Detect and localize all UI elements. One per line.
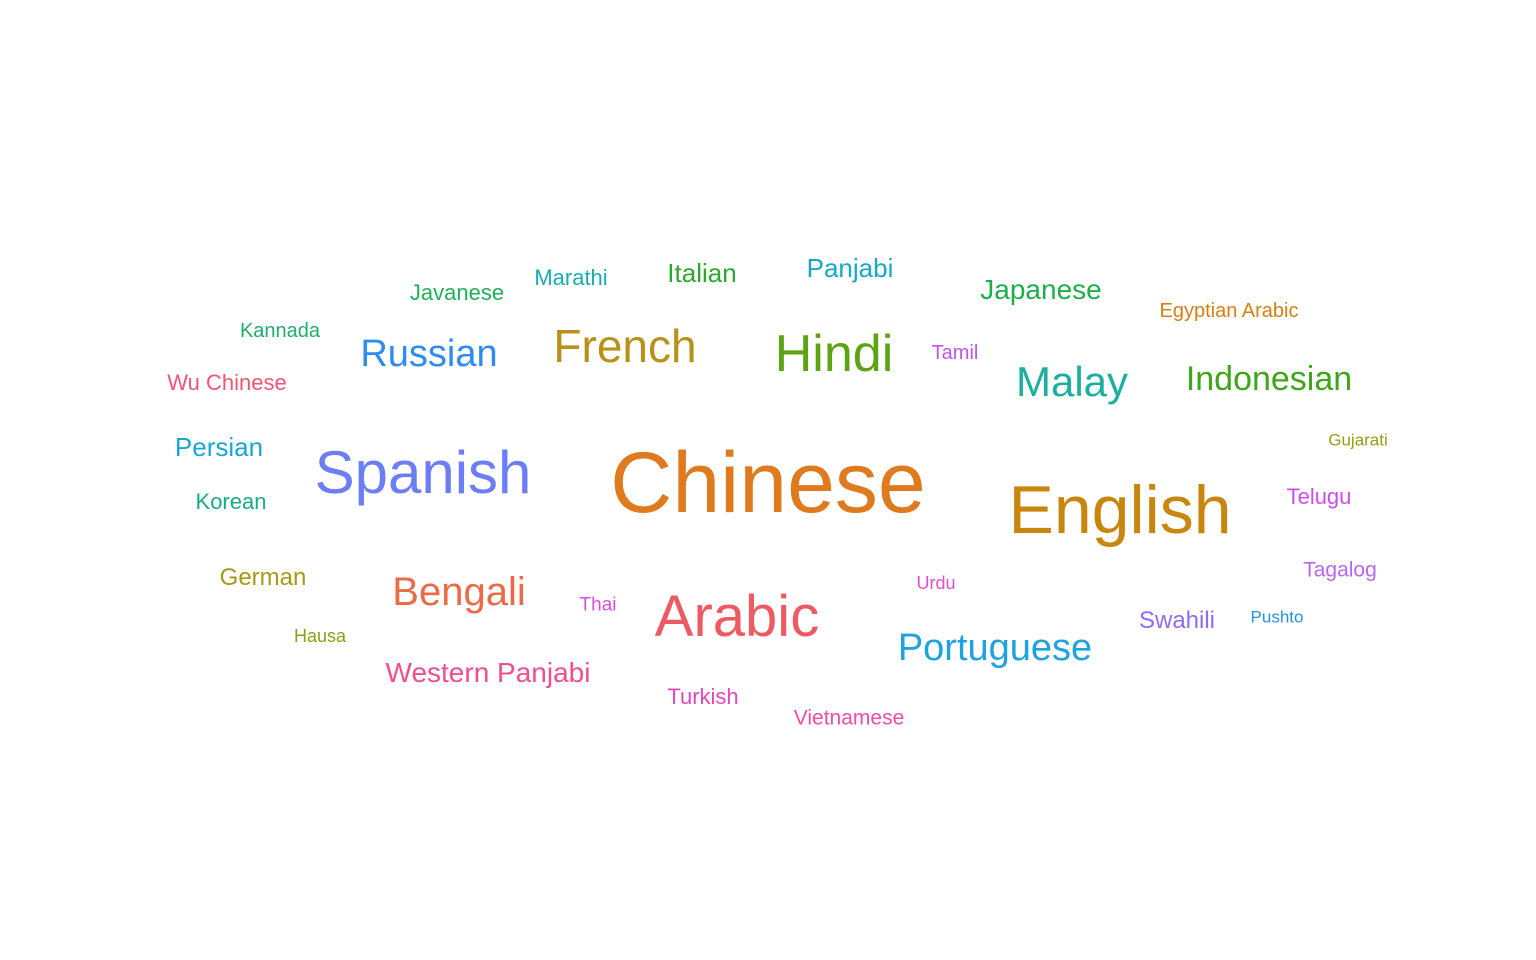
word-korean: Korean — [195, 489, 267, 514]
word-kannada: Kannada — [239, 320, 321, 342]
word-western-panjabi: Western Panjabi — [385, 657, 591, 688]
word-persian: Persian — [174, 432, 264, 462]
word-chinese: Chinese — [610, 435, 926, 531]
word-bengali: Bengali — [392, 570, 526, 614]
word-indonesian: Indonesian — [1185, 360, 1353, 398]
word-marathi: Marathi — [534, 265, 608, 290]
word-hausa: Hausa — [293, 626, 347, 646]
word-hindi: Hindi — [774, 325, 894, 383]
word-panjabi: Panjabi — [806, 253, 894, 283]
word-telugu: Telugu — [1286, 484, 1352, 509]
word-pushto: Pushto — [1250, 607, 1304, 627]
word-german: German — [219, 564, 307, 591]
word-thai: Thai — [579, 594, 617, 616]
word-vietnamese: Vietnamese — [793, 706, 905, 730]
word-spanish: Spanish — [314, 439, 532, 506]
word-arabic: Arabic — [654, 584, 820, 649]
word-urdu: Urdu — [916, 573, 956, 593]
word-javanese: Javanese — [409, 280, 505, 305]
word-french: French — [553, 320, 697, 372]
word-egyptian-arabic: Egyptian Arabic — [1159, 300, 1299, 322]
word-tamil: Tamil — [931, 342, 979, 364]
word-malay: Malay — [1015, 358, 1129, 405]
word-tagalog: Tagalog — [1303, 558, 1377, 582]
word-swahili: Swahili — [1138, 607, 1216, 634]
word-english: English — [1008, 472, 1232, 548]
word-portuguese: Portuguese — [897, 627, 1093, 669]
word-italian: Italian — [667, 258, 737, 288]
word-japanese: Japanese — [980, 274, 1102, 305]
word-gujarati: Gujarati — [1328, 430, 1388, 450]
word-wu-chinese: Wu Chinese — [167, 370, 287, 395]
word-turkish: Turkish — [667, 684, 739, 709]
word-russian: Russian — [360, 333, 498, 375]
